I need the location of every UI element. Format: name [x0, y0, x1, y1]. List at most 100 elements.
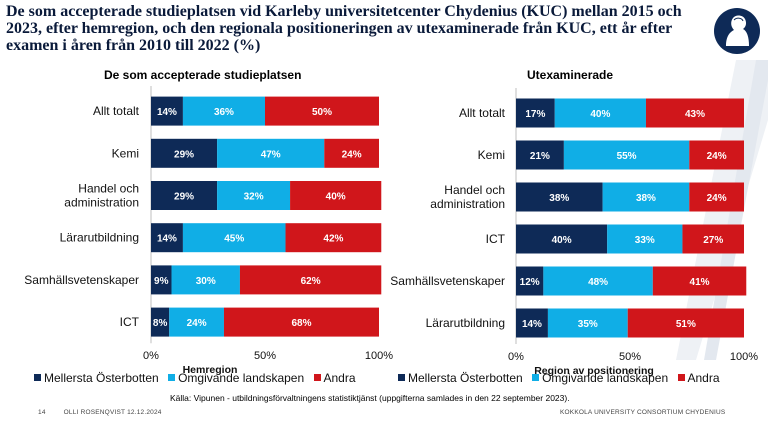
bar-segment	[151, 181, 218, 210]
data-label: 55%	[617, 151, 637, 162]
category-label: Samhällsvetenskaper	[390, 274, 505, 288]
data-label: 40%	[326, 192, 346, 203]
legend-swatch-andra	[313, 374, 321, 381]
bar-segment	[151, 96, 183, 126]
footer-organization: KOKKOLA UNIVERSITY CONSORTIUM CHYDENIUS	[560, 409, 726, 416]
slide-title: De som accepterade studieplatsen vid Kar…	[6, 3, 682, 54]
legend-left: Mellersta Österbotten Omgivande landskap…	[34, 371, 362, 385]
data-label: 30%	[196, 276, 216, 287]
bar-segment	[652, 266, 747, 296]
category-label: Kemi	[112, 146, 139, 160]
legend-swatch-andra	[677, 374, 685, 381]
chart-title-left: De som accepterade studieplatsen	[104, 68, 302, 82]
bar-segment	[223, 307, 379, 337]
data-label: 24%	[342, 149, 362, 160]
bar-segment	[516, 140, 564, 170]
category-label: ICT	[486, 232, 506, 246]
bar-segment	[151, 223, 183, 253]
legend-right: Mellersta Österbotten Omgivande landskap…	[398, 371, 726, 385]
data-label: 14%	[157, 107, 177, 118]
legend-label: Andra	[323, 371, 356, 385]
data-label: 68%	[291, 318, 311, 329]
data-label: 29%	[174, 192, 194, 203]
bar-segment	[285, 223, 382, 253]
legend-swatch-omgivande	[168, 374, 176, 381]
source-note: Källa: Vipunen - utbildningsförvaltninge…	[170, 393, 570, 403]
data-label: 40%	[552, 235, 572, 246]
data-label: 36%	[214, 107, 234, 118]
data-label: 21%	[530, 151, 550, 162]
x-tick-label: 0%	[143, 350, 159, 362]
category-label: Handel och administration	[430, 183, 505, 211]
data-label: 27%	[703, 235, 723, 246]
legend-item-mellersta: Mellersta Österbotten	[398, 371, 523, 385]
bar-segment	[543, 266, 653, 296]
chydenius-logo	[714, 8, 760, 54]
bar-segment	[689, 140, 744, 170]
legend-item-mellersta: Mellersta Österbotten	[34, 371, 159, 385]
x-tick-label: 50%	[254, 350, 276, 362]
legend-item-omgivande: Omgivande landskapen	[168, 371, 304, 385]
x-tick-label: 0%	[508, 351, 524, 363]
bar-segment	[547, 308, 628, 338]
data-label: 14%	[157, 234, 177, 245]
x-axis-label: Hemregion	[183, 364, 238, 376]
data-label: 48%	[588, 277, 608, 288]
bar-segment	[516, 224, 608, 254]
bar-segment	[169, 307, 224, 337]
bar-segment	[563, 140, 690, 170]
page-number: 14	[38, 409, 46, 416]
data-label: 9%	[154, 276, 169, 287]
data-label: 14%	[522, 319, 542, 330]
legend-label: Andra	[687, 371, 720, 385]
legend-item-andra: Andra	[677, 371, 720, 385]
category-label: Handel och administration	[64, 182, 139, 210]
legend-swatch-mellersta	[398, 374, 405, 381]
bar-segment	[516, 266, 544, 296]
bar-segment	[171, 265, 240, 295]
data-label: 62%	[301, 276, 321, 287]
data-label: 12%	[520, 277, 540, 288]
bar-segment	[324, 138, 379, 168]
bar-segment	[182, 96, 265, 126]
data-label: 45%	[224, 234, 244, 245]
chart-title-right: Utexaminerade	[527, 68, 614, 82]
data-label: 17%	[525, 109, 545, 120]
bar-segment	[682, 224, 744, 254]
legend-label: Mellersta Österbotten	[408, 371, 523, 385]
x-tick-label: 50%	[619, 351, 641, 363]
legend-item-andra: Andra	[313, 371, 356, 385]
legend-label: Omgivande landskapen	[542, 371, 669, 385]
bar-segment	[689, 182, 744, 212]
bar-segment	[627, 308, 744, 338]
bar-segment	[217, 138, 325, 168]
category-label: Lärarutbildning	[426, 316, 505, 330]
data-label: 40%	[590, 109, 610, 120]
legend-item-omgivande: Omgivande landskapen	[532, 371, 668, 385]
bar-segment	[182, 223, 286, 253]
data-label: 38%	[636, 193, 656, 204]
data-label: 41%	[690, 277, 710, 288]
bar-segment	[290, 181, 382, 210]
data-label: 38%	[549, 193, 569, 204]
category-label: Samhällsvetenskaper	[24, 273, 139, 287]
bar-segment	[151, 307, 170, 337]
data-label: 51%	[676, 319, 696, 330]
legend-swatch-omgivande	[532, 374, 540, 381]
bar-segment	[516, 182, 603, 212]
bar-segment	[151, 138, 218, 168]
data-label: 47%	[261, 149, 281, 160]
bar-segment	[607, 224, 683, 254]
category-label: Kemi	[478, 148, 505, 162]
category-label: ICT	[120, 315, 140, 329]
legend-swatch-mellersta	[34, 374, 41, 381]
data-label: 8%	[153, 318, 168, 329]
category-label: Lärarutbildning	[60, 231, 139, 245]
x-tick-label: 100%	[730, 351, 758, 363]
bar-segment	[516, 308, 548, 338]
category-label: Allt totalt	[459, 106, 506, 120]
author-date: OLLI ROSENQVIST 12.12.2024	[63, 409, 162, 416]
data-label: 50%	[312, 107, 332, 118]
x-tick-label: 100%	[365, 350, 393, 362]
